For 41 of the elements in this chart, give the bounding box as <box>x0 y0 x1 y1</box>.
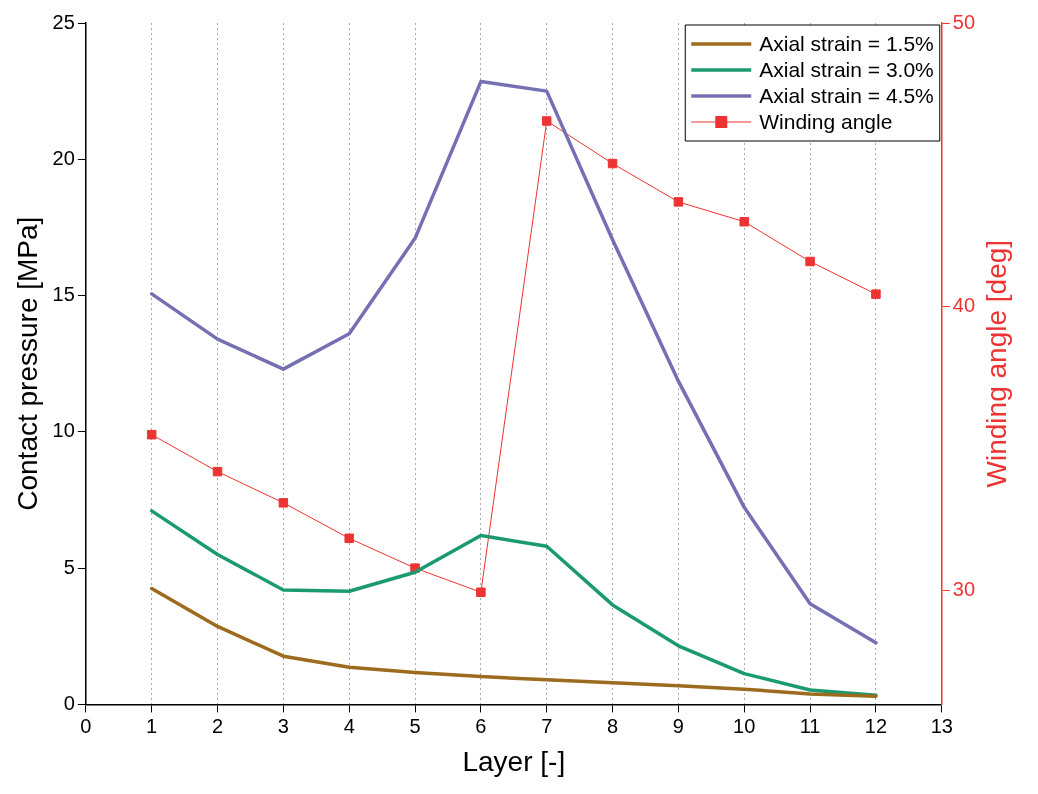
point <box>805 256 815 267</box>
x-tick-label: 11 <box>799 714 821 737</box>
y-tick-label: 15 <box>52 283 75 306</box>
x-tick-label: 4 <box>343 714 355 737</box>
point <box>607 158 618 169</box>
y-axis-title: Contact pressure [MPa] <box>11 216 43 511</box>
x-tick-label: 9 <box>672 714 684 737</box>
y-tick-label: 0 <box>63 691 75 714</box>
point <box>146 429 157 440</box>
point <box>739 217 749 227</box>
y-tick-label: 20 <box>52 146 75 169</box>
y2-tick-label: 50 <box>952 10 975 33</box>
x-tick-label: 2 <box>211 714 224 737</box>
x-tick-label: 10 <box>733 714 756 737</box>
point <box>673 197 684 207</box>
y2-tick-label: 30 <box>952 578 975 601</box>
legend-label: Axial strain = 1.5% <box>759 31 934 55</box>
x-tick-label: 0 <box>80 714 92 737</box>
x-tick-label: 8 <box>607 714 619 737</box>
legend-label: Winding angle <box>759 109 893 133</box>
point <box>871 289 881 299</box>
point <box>212 466 223 477</box>
point <box>476 587 486 597</box>
x-tick-label: 3 <box>277 714 289 737</box>
x-tick-label: 13 <box>930 714 953 737</box>
x-tick-label: 6 <box>475 714 487 737</box>
y-tick-label: 5 <box>63 555 75 578</box>
y2-axis-title: Winding angle [deg] <box>980 239 1012 488</box>
y-tick-label: 10 <box>52 419 75 442</box>
point <box>344 533 354 544</box>
legend-label: Axial strain = 3.0% <box>759 57 934 81</box>
point <box>278 498 289 508</box>
x-tick-label: 5 <box>409 714 421 737</box>
x-tick-label: 12 <box>864 714 888 737</box>
x-axis-title: Layer [-] <box>462 745 566 777</box>
point <box>541 116 552 126</box>
x-tick-label: 7 <box>541 714 553 737</box>
x-tick-label: 1 <box>146 714 158 737</box>
y-tick-label: 25 <box>52 10 75 33</box>
legend-label: Axial strain = 4.5% <box>759 83 934 107</box>
y2-tick-label: 40 <box>952 294 975 317</box>
